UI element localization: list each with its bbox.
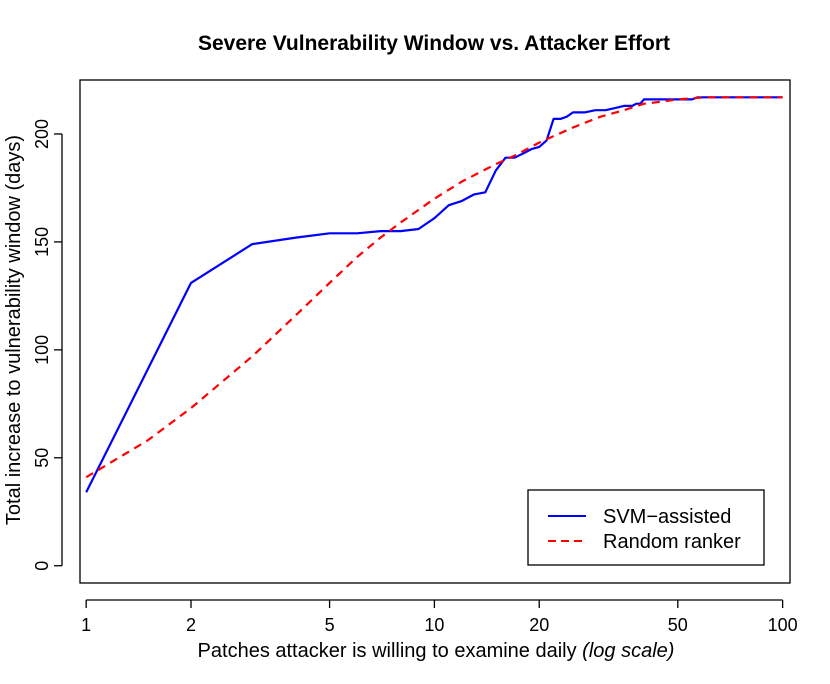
x-tick-label: 100 bbox=[768, 615, 798, 635]
x-tick-label: 1 bbox=[81, 615, 91, 635]
series-line-svm bbox=[85, 96, 783, 493]
y-tick-label: 100 bbox=[32, 335, 52, 365]
y-tick-label: 0 bbox=[32, 561, 52, 571]
x-axis-label-main: Patches attacker is willing to examine d… bbox=[198, 640, 583, 662]
plot-frame bbox=[79, 79, 791, 584]
legend: SVM−assisted Random ranker bbox=[527, 489, 765, 566]
x-tick-label: 5 bbox=[325, 615, 335, 635]
x-axis-label: Patches attacker is willing to examine d… bbox=[198, 640, 675, 662]
series-line-random bbox=[85, 96, 783, 479]
x-axis: 1 2 5 10 20 50 100 bbox=[81, 599, 798, 635]
y-axis: 0 50 100 150 200 bbox=[32, 119, 63, 571]
series-layer bbox=[85, 96, 783, 493]
y-tick-label: 150 bbox=[32, 227, 52, 257]
y-tick-label: 200 bbox=[32, 119, 52, 149]
x-axis-label-italic: (log scale) bbox=[582, 640, 674, 662]
x-tick-label: 10 bbox=[424, 615, 444, 635]
y-axis-label: Total increase to vulnerability window (… bbox=[3, 135, 25, 525]
legend-label-random: Random ranker bbox=[603, 531, 741, 553]
y-tick-label: 50 bbox=[32, 448, 52, 468]
legend-label-svm: SVM−assisted bbox=[603, 506, 731, 528]
legend-box bbox=[527, 489, 765, 566]
x-tick-label: 2 bbox=[186, 615, 196, 635]
x-tick-label: 20 bbox=[529, 615, 549, 635]
chart-title: Severe Vulnerability Window vs. Attacker… bbox=[198, 32, 670, 55]
x-tick-label: 50 bbox=[668, 615, 688, 635]
